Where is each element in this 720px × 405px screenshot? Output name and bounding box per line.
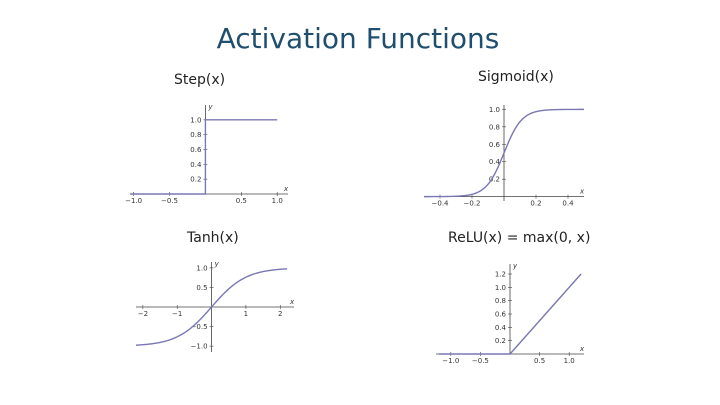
x-tick-label: −0.4	[432, 200, 450, 208]
relu-panel-title: ReLU(x) = max(0, x)	[448, 230, 591, 246]
x-tick-label: 0.4	[562, 200, 574, 208]
sigmoid-panel-title: Sigmoid(x)	[478, 69, 554, 85]
y-tick-label: 0.6	[190, 146, 202, 154]
y-tick-label: 1.2	[495, 271, 506, 279]
y-tick-label: 0.4	[190, 161, 202, 169]
y-tick-label: 1.0	[489, 106, 500, 114]
x-tick-label: 0.5	[534, 357, 545, 365]
y-tick-label: 0.2	[190, 176, 201, 184]
y-tick-label: 0.4	[489, 158, 501, 166]
y-tick-label: 0.4	[495, 324, 507, 332]
x-axis-label: x	[579, 345, 585, 353]
y-tick-label: 0.2	[495, 337, 506, 345]
y-tick-label: 0.8	[190, 131, 201, 139]
relu-plot: −1.0 −0.5 0.5 1.0 0.2 0.4 0.6 0.8 1.0 1.2 x y	[436, 262, 585, 365]
x-tick-label: 0.5	[236, 197, 247, 205]
y-tick-label: 0.2	[489, 176, 500, 184]
y-tick-label: 0.8	[495, 297, 506, 305]
y-tick-label: 1.0	[495, 284, 506, 292]
y-tick-label: 0.6	[495, 311, 507, 319]
sigmoid-plot: −0.4 −0.2 0.2 0.4 0.2 0.4 0.6 0.8 1.0 x	[423, 105, 585, 208]
x-tick-label: −0.5	[161, 197, 178, 205]
x-tick-label: −0.5	[472, 357, 489, 365]
sigmoid-curve	[423, 108, 585, 198]
x-tick-label: −0.2	[464, 200, 481, 208]
tanh-panel-title: Tanh(x)	[187, 230, 239, 246]
x-tick-label: −1	[172, 310, 182, 318]
x-axis-label: x	[283, 185, 289, 193]
y-axis-label: y	[207, 103, 213, 111]
y-tick-label: 0.8	[489, 123, 500, 131]
x-axis-label: x	[579, 188, 585, 196]
x-tick-label: 1.0	[272, 197, 283, 205]
y-tick-label: 0.6	[489, 141, 501, 149]
y-tick-label: 1.0	[196, 264, 207, 272]
x-axis-label: x	[289, 298, 295, 306]
x-tick-label: −1.0	[442, 357, 459, 365]
y-tick-label: −0.5	[191, 323, 208, 331]
x-tick-label: 1	[244, 310, 248, 318]
y-axis-label: y	[214, 260, 220, 268]
tanh-curve	[135, 268, 288, 346]
tanh-plot: −2 −1 1 2 −1.0 −0.5 0.5 1.0 x y	[135, 260, 295, 352]
x-tick-label: −1.0	[125, 197, 142, 205]
x-tick-label: 1.0	[564, 357, 575, 365]
x-tick-label: 0.2	[530, 200, 541, 208]
y-axis-label: y	[512, 262, 518, 270]
slide-title: Activation Functions	[216, 22, 500, 55]
y-tick-label: 1.0	[190, 116, 201, 124]
step-curve	[130, 119, 278, 195]
x-tick-label: 2	[278, 310, 282, 318]
step-panel-title: Step(x)	[174, 72, 226, 88]
step-plot: −1.0 −0.5 0.5 1.00.20.40.60.81.0xy	[125, 103, 289, 205]
y-tick-label: −1.0	[191, 343, 208, 351]
y-tick-label: 0.5	[196, 284, 207, 292]
x-tick-label: −2	[138, 310, 148, 318]
relu-curve	[438, 273, 582, 355]
